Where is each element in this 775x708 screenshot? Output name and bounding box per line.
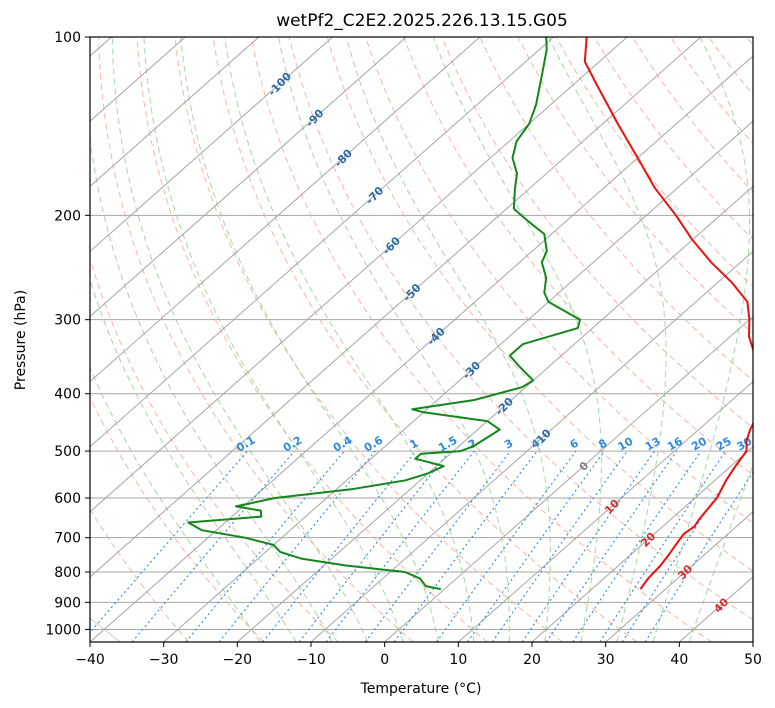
mixing-ratio-line (621, 450, 747, 642)
dry-adiabat (90, 395, 264, 642)
isotherm-line (384, 315, 753, 642)
mixing-ratio-line (131, 450, 295, 642)
dry-adiabat (670, 37, 753, 145)
moist-adiabat (345, 37, 551, 642)
dry-adiabat (90, 257, 339, 642)
moist-adiabat (652, 37, 750, 642)
dry-adiabat (441, 37, 753, 429)
x-tick-label: 40 (670, 652, 688, 668)
sounding-profiles (187, 37, 753, 591)
moist-adiabat (90, 366, 261, 642)
y-tick-label: 800 (54, 565, 81, 581)
y-tick-label: 700 (54, 531, 81, 547)
dry-adiabat (517, 37, 753, 335)
isotherm-line (90, 37, 407, 318)
dry-adiabat (555, 37, 753, 288)
mixing-ratio-line (599, 450, 727, 642)
x-tick-label: 0 (380, 652, 389, 668)
mixing-ratio-line (185, 450, 345, 642)
mixing-ratio-line (572, 450, 702, 642)
dry-adiabat (593, 37, 753, 241)
moist-adiabat (111, 37, 369, 642)
isotherm-line (90, 37, 628, 513)
y-axis: 100 200 300 400 500 600 700 800 900 1000 (45, 30, 90, 638)
dry-adiabat (708, 37, 753, 96)
y-tick-label: 600 (54, 491, 81, 507)
dry-adiabat (403, 37, 753, 476)
isotherm-line (163, 120, 753, 642)
moist-adiabat (548, 37, 667, 642)
isotherm-line (90, 37, 333, 253)
moist-adiabat (224, 37, 475, 642)
dry-adiabat (136, 37, 488, 642)
mixing-ratio-line (435, 450, 577, 642)
x-tick-label: −10 (296, 652, 326, 668)
dry-adiabat (250, 37, 712, 642)
x-axis: −40 −30 −20 −10 0 10 20 30 40 50 (75, 642, 762, 668)
dry-adiabat (90, 508, 190, 642)
isotherm-line (531, 446, 753, 642)
x-tick-label: 30 (597, 652, 615, 668)
isotherm-line (310, 250, 753, 642)
mixing-ratio-line (521, 450, 656, 642)
mixing-ratio-line (491, 450, 628, 642)
dry-adiabat (174, 37, 563, 642)
y-tick-label: 100 (54, 30, 81, 46)
moist-adiabat (143, 37, 404, 642)
isotherm-line (90, 37, 554, 448)
mixing-ratio-label: 36 (755, 434, 775, 453)
isotherm-line (90, 37, 481, 383)
moist-adiabat (90, 278, 297, 642)
isotherm-line (752, 641, 753, 642)
y-axis-label: Pressure (hPa) (13, 290, 29, 390)
y-tick-label: 900 (54, 595, 81, 611)
x-tick-label: −40 (75, 652, 105, 668)
y-tick-label: 300 (54, 313, 81, 329)
background-grid (90, 37, 753, 642)
mixing-ratio-label: 6 (568, 436, 581, 451)
mixing-ratio-line (218, 450, 376, 642)
y-tick-label: 1000 (45, 622, 81, 638)
x-tick-label: 50 (744, 652, 762, 668)
isotherm-line (90, 37, 702, 578)
moist-adiabat (688, 463, 753, 642)
y-tick-label: 400 (54, 387, 81, 403)
x-tick-label: 20 (523, 652, 541, 668)
mixing-ratio-label: 8 (596, 437, 609, 452)
isotherm-line (605, 511, 753, 642)
mixing-ratio-label: 30 (735, 434, 755, 453)
dry-adiabat (98, 37, 414, 642)
mixing-ratio-line (644, 471, 753, 642)
moist-adiabat (90, 134, 333, 642)
dry-adiabat (288, 37, 753, 621)
mixing-ratio-line (325, 450, 475, 642)
isotherm-line (458, 380, 753, 642)
mixing-ratio-line (467, 450, 605, 642)
chart-title: wetPf2_C2E2.2025.226.13.15.G05 (276, 11, 568, 31)
moist-adiabat (180, 37, 439, 642)
mixing-ratio-label: 3 (502, 437, 515, 452)
dry-adiabat (326, 37, 753, 572)
dry-adiabat (479, 37, 753, 382)
mixing-ratio-line (393, 450, 538, 642)
moist-adiabat (432, 37, 602, 642)
x-tick-label: −30 (149, 652, 179, 668)
x-axis-label: Temperature (°C) (360, 681, 482, 697)
dewpoint-profile-line (187, 37, 581, 591)
isotherm-line (90, 37, 260, 187)
y-tick-label: 200 (54, 208, 81, 224)
plot-frame (89, 36, 754, 643)
y-tick-label: 500 (54, 444, 81, 460)
mixing-ratio-line (90, 450, 248, 634)
isotherm-line (90, 55, 753, 642)
mixing-ratio-line (364, 450, 511, 642)
isotherm-line (237, 185, 753, 642)
dry-adiabat (365, 37, 753, 524)
temperature-profile-line (583, 37, 753, 590)
x-tick-label: 10 (449, 652, 467, 668)
moist-adiabat (278, 37, 510, 642)
x-tick-label: −20 (223, 652, 253, 668)
